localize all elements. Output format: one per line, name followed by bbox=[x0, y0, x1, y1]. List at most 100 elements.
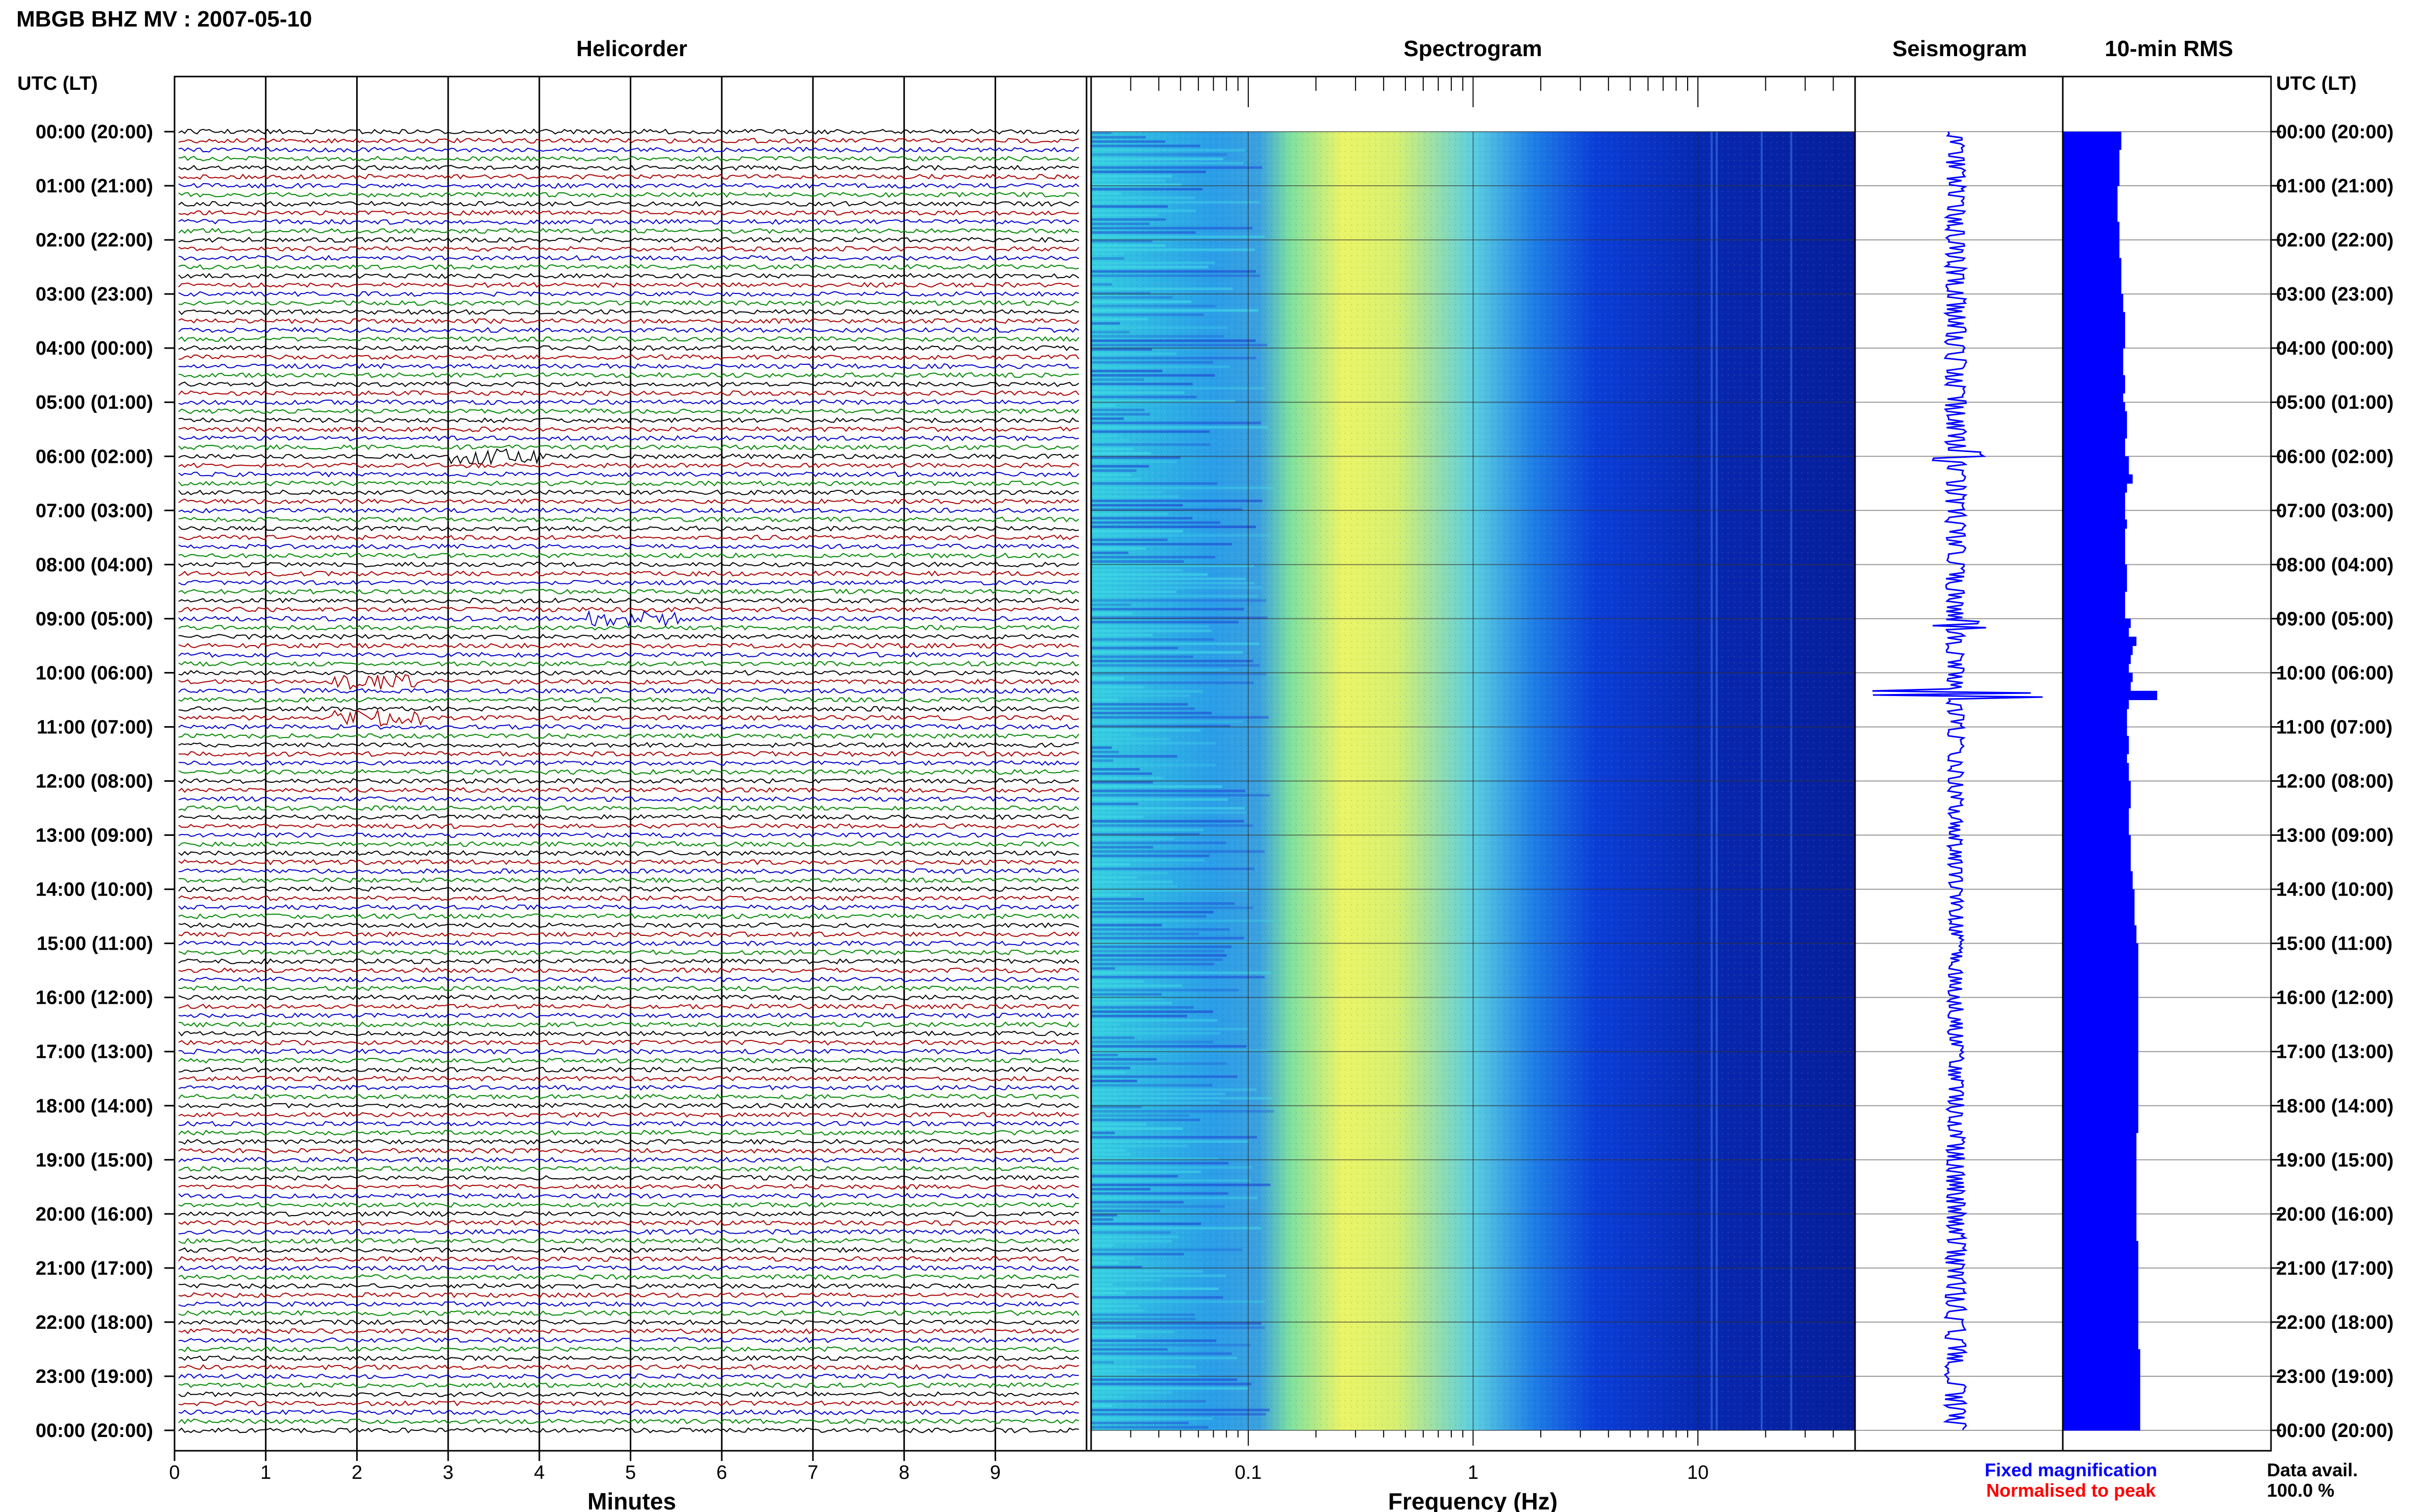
spectrogram-band bbox=[1091, 157, 1223, 160]
spectrogram-band bbox=[1091, 1175, 1178, 1178]
helicorder-trace bbox=[178, 1021, 1079, 1028]
time-label-left: 01:00 (21:00) bbox=[36, 176, 153, 197]
helicorder-trace bbox=[178, 687, 1079, 694]
helicorder-trace bbox=[178, 480, 1079, 487]
spectrogram-band bbox=[1091, 880, 1173, 883]
spectrogram-band bbox=[1091, 296, 1173, 299]
rms-bar bbox=[2063, 1349, 2140, 1359]
spectrogram-band bbox=[1091, 759, 1114, 762]
rms-bar bbox=[2063, 213, 2118, 222]
rms-bar bbox=[2063, 1186, 2137, 1196]
spectrogram-band bbox=[1091, 699, 1119, 702]
spectrogram-band bbox=[1091, 1227, 1262, 1230]
time-label-left: 08:00 (04:00) bbox=[36, 554, 153, 576]
data-avail-label: Data avail. bbox=[2267, 1459, 2358, 1480]
spectrogram-band bbox=[1091, 179, 1166, 182]
helicorder-trace bbox=[178, 1400, 1079, 1406]
spectrogram-band bbox=[1091, 924, 1162, 927]
spectrogram-band bbox=[1091, 456, 1181, 459]
rms-bar bbox=[2063, 889, 2135, 899]
spectrogram-band bbox=[1091, 634, 1153, 637]
rms-bar bbox=[2063, 609, 2126, 619]
spectrogram-band bbox=[1091, 802, 1139, 805]
helicorder-trace bbox=[178, 399, 1079, 406]
data-avail-value: 100.0 % bbox=[2267, 1480, 2334, 1501]
spectrogram-band bbox=[1091, 568, 1182, 572]
spectrogram-band bbox=[1091, 1374, 1198, 1377]
rms-bar bbox=[2063, 1169, 2137, 1178]
rms-bar bbox=[2063, 1304, 2138, 1313]
rms-bar bbox=[2063, 582, 2127, 592]
helicorder-trace bbox=[178, 1148, 1079, 1154]
spectrogram-band bbox=[1091, 828, 1203, 831]
spectrogram-band bbox=[1091, 755, 1177, 758]
spectrogram-band bbox=[1091, 1257, 1134, 1260]
helicorder-trace bbox=[178, 733, 1079, 739]
helicorder-trace bbox=[178, 570, 1079, 577]
helicorder-trace bbox=[178, 642, 1079, 649]
legend-fixed-magnification: Fixed magnification bbox=[1985, 1459, 2157, 1480]
spectrogram-band bbox=[1091, 932, 1199, 935]
helicorder-tick-label: 8 bbox=[899, 1462, 909, 1483]
helicorder-trace bbox=[178, 1427, 1079, 1433]
spectrogram-band bbox=[1091, 902, 1235, 905]
time-label-left: 21:00 (17:00) bbox=[36, 1258, 153, 1279]
spectrogram-band bbox=[1091, 474, 1132, 477]
spectrogram-band bbox=[1091, 616, 1268, 619]
spectrogram-band bbox=[1091, 270, 1256, 273]
time-label-right: 16:00 (12:00) bbox=[2276, 987, 2393, 1009]
helicorder-tick-label: 2 bbox=[352, 1462, 362, 1483]
spectrogram-band bbox=[1091, 1097, 1273, 1100]
helicorder-trace bbox=[178, 1012, 1079, 1019]
spectrogram-band bbox=[1091, 249, 1255, 252]
rms-bar bbox=[2063, 799, 2131, 809]
spectrogram-band bbox=[1091, 491, 1163, 494]
spectrogram-band bbox=[1091, 205, 1168, 208]
rms-bar bbox=[2063, 159, 2119, 168]
helicorder-trace bbox=[178, 778, 1079, 784]
helicorder-traces bbox=[178, 128, 1079, 1433]
helicorder-trace bbox=[178, 408, 1079, 414]
spectrogram-band bbox=[1091, 651, 1243, 654]
spectrogram-band bbox=[1091, 733, 1132, 736]
rms-bar bbox=[2063, 988, 2138, 998]
spectrogram-band bbox=[1091, 1309, 1145, 1312]
helicorder-trace bbox=[178, 724, 1079, 730]
rms-bar bbox=[2063, 952, 2138, 962]
panel-frame bbox=[2062, 76, 2272, 1452]
helicorder-trace bbox=[178, 787, 1079, 793]
rms-bar bbox=[2063, 420, 2127, 430]
time-label-right: 10:00 (06:00) bbox=[2276, 662, 2393, 684]
helicorder-trace bbox=[178, 967, 1079, 974]
rms-bar bbox=[2063, 673, 2133, 682]
spectrogram-band bbox=[1091, 166, 1263, 169]
spectrogram-band bbox=[1091, 1119, 1200, 1122]
helicorder-trace bbox=[178, 1138, 1079, 1145]
rms-bar bbox=[2063, 880, 2133, 890]
spectrogram-band bbox=[1091, 1335, 1136, 1338]
spectrogram-band bbox=[1091, 357, 1256, 360]
spectrogram-band bbox=[1091, 391, 1184, 394]
spectrogram-band bbox=[1091, 1248, 1243, 1251]
spectrogram-band bbox=[1091, 894, 1131, 897]
rms-bar bbox=[2063, 1178, 2137, 1187]
rms-bar bbox=[2063, 1250, 2138, 1259]
helicorder-trace bbox=[178, 1373, 1079, 1379]
rms-bar bbox=[2063, 366, 2124, 376]
spectrogram-band bbox=[1091, 326, 1228, 329]
rms-bar bbox=[2063, 817, 2129, 827]
rms-bar bbox=[2063, 1385, 2140, 1395]
rms-bar bbox=[2063, 601, 2126, 610]
helicorder-trace bbox=[178, 327, 1079, 333]
helicorder-trace bbox=[178, 588, 1079, 595]
helicorder-trace bbox=[178, 561, 1079, 567]
spectrogram-band bbox=[1091, 1253, 1184, 1256]
spectrogram-band bbox=[1091, 434, 1118, 437]
spectrogram-band bbox=[1091, 1244, 1114, 1247]
rms-bar bbox=[2063, 167, 2119, 177]
rms-bar bbox=[2063, 979, 2138, 989]
helicorder-trace bbox=[178, 1210, 1079, 1217]
spectrogram-band bbox=[1091, 1279, 1162, 1282]
spectrogram-band bbox=[1091, 439, 1129, 442]
